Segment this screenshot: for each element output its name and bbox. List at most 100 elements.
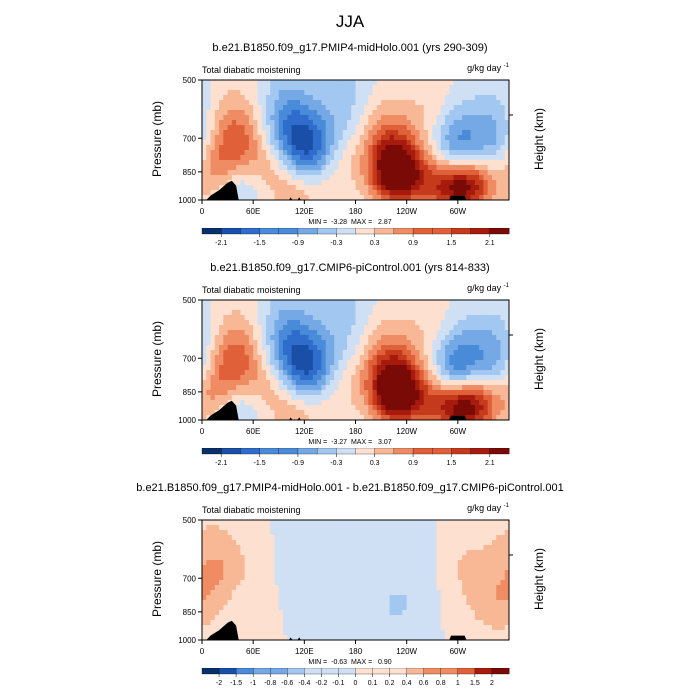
- heatmap-cell: [291, 540, 297, 546]
- heatmap-cell: [355, 320, 361, 326]
- heatmap-cell: [449, 130, 454, 136]
- heatmap-cell: [504, 350, 510, 356]
- heatmap-cell: [334, 405, 339, 411]
- heatmap-cell: [419, 560, 425, 566]
- heatmap-cell: [496, 150, 501, 156]
- heatmap-cell: [312, 535, 318, 541]
- heatmap-cell: [202, 385, 207, 391]
- heatmap-cell: [270, 570, 275, 576]
- heatmap-cell: [449, 525, 454, 531]
- heatmap-cell: [295, 405, 301, 411]
- heatmap-cell: [295, 385, 301, 391]
- heatmap-cell: [219, 400, 224, 406]
- heatmap-cell: [491, 300, 497, 306]
- heatmap-cell: [445, 580, 450, 586]
- heatmap-cell: [244, 340, 250, 346]
- heatmap-cell: [393, 170, 399, 176]
- heatmap-cell: [355, 360, 361, 366]
- heatmap-cell: [423, 125, 429, 131]
- heatmap-cell: [491, 335, 497, 341]
- heatmap-cell: [381, 300, 386, 306]
- heatmap-cell: [381, 160, 386, 166]
- heatmap-cell: [474, 195, 480, 201]
- heatmap-cell: [355, 185, 361, 191]
- heatmap-cell: [500, 195, 506, 201]
- heatmap-cell: [219, 580, 224, 586]
- heatmap-cell: [265, 610, 271, 616]
- heatmap-cell: [427, 585, 433, 591]
- heatmap-cell: [364, 160, 369, 166]
- heatmap-cell: [436, 360, 442, 366]
- heatmap-cell: [410, 95, 416, 101]
- heatmap-cell: [483, 315, 489, 321]
- heatmap-cell: [440, 170, 446, 176]
- heatmap-cell: [445, 155, 450, 161]
- heatmap-cell: [304, 310, 309, 316]
- heatmap-cell: [338, 90, 344, 96]
- heatmap-cell: [287, 545, 292, 551]
- heatmap-cell: [338, 365, 344, 371]
- heatmap-cell: [364, 125, 369, 131]
- heatmap-cell: [410, 615, 416, 621]
- heatmap-cell: [287, 550, 292, 556]
- heatmap-cell: [304, 375, 309, 381]
- heatmap-cell: [308, 370, 314, 376]
- heatmap-cell: [504, 370, 510, 376]
- heatmap-cell: [342, 100, 348, 106]
- heatmap-cell: [483, 310, 489, 316]
- heatmap-cell: [317, 160, 322, 166]
- heatmap-cell: [270, 605, 275, 611]
- heatmap-cell: [351, 330, 356, 336]
- heatmap-cell: [253, 105, 258, 111]
- heatmap-cell: [436, 315, 442, 321]
- heatmap-cell: [308, 340, 314, 346]
- heatmap-cell: [334, 170, 339, 176]
- heatmap-cell: [270, 125, 275, 131]
- heatmap-cell: [248, 385, 254, 391]
- heatmap-cell: [364, 565, 369, 571]
- heatmap-cell: [334, 610, 339, 616]
- heatmap-cell: [440, 95, 446, 101]
- heatmap-cell: [457, 405, 463, 411]
- heatmap-cell: [415, 345, 420, 351]
- heatmap-cell: [410, 625, 416, 631]
- heatmap-cell: [462, 180, 467, 186]
- heatmap-cell: [436, 630, 442, 636]
- heatmap-cell: [291, 90, 297, 96]
- heatmap-cell: [415, 595, 420, 601]
- heatmap-cell: [325, 180, 331, 186]
- heatmap-cell: [287, 140, 292, 146]
- heatmap-cell: [206, 400, 211, 406]
- heatmap-cell: [406, 595, 412, 601]
- heatmap-cell: [210, 605, 216, 611]
- heatmap-cell: [474, 100, 480, 106]
- heatmap-cell: [244, 335, 250, 341]
- heatmap-cell: [449, 315, 454, 321]
- heatmap-cell: [487, 165, 493, 171]
- heatmap-cell: [210, 380, 216, 386]
- heatmap-cell: [368, 325, 373, 331]
- heatmap-cell: [453, 350, 459, 356]
- heatmap-cell: [210, 410, 216, 416]
- heatmap-cell: [445, 105, 450, 111]
- heatmap-cell: [300, 540, 305, 546]
- heatmap-cell: [291, 165, 297, 171]
- heatmap-cell: [440, 105, 446, 111]
- heatmap-cell: [334, 85, 339, 91]
- heatmap-cell: [300, 340, 305, 346]
- heatmap-cell: [372, 300, 378, 306]
- heatmap-cell: [338, 625, 344, 631]
- heatmap-cell: [427, 610, 433, 616]
- heatmap-cell: [338, 300, 344, 306]
- heatmap-cell: [321, 110, 327, 116]
- heatmap-cell: [457, 95, 463, 101]
- heatmap-cell: [457, 390, 463, 396]
- heatmap-cell: [504, 145, 510, 151]
- heatmap-cell: [214, 400, 220, 406]
- heatmap-cell: [483, 365, 489, 371]
- heatmap-cell: [410, 405, 416, 411]
- heatmap-cell: [346, 100, 352, 106]
- heatmap-cell: [500, 185, 506, 191]
- heatmap-cell: [223, 160, 228, 166]
- heatmap-cell: [368, 385, 373, 391]
